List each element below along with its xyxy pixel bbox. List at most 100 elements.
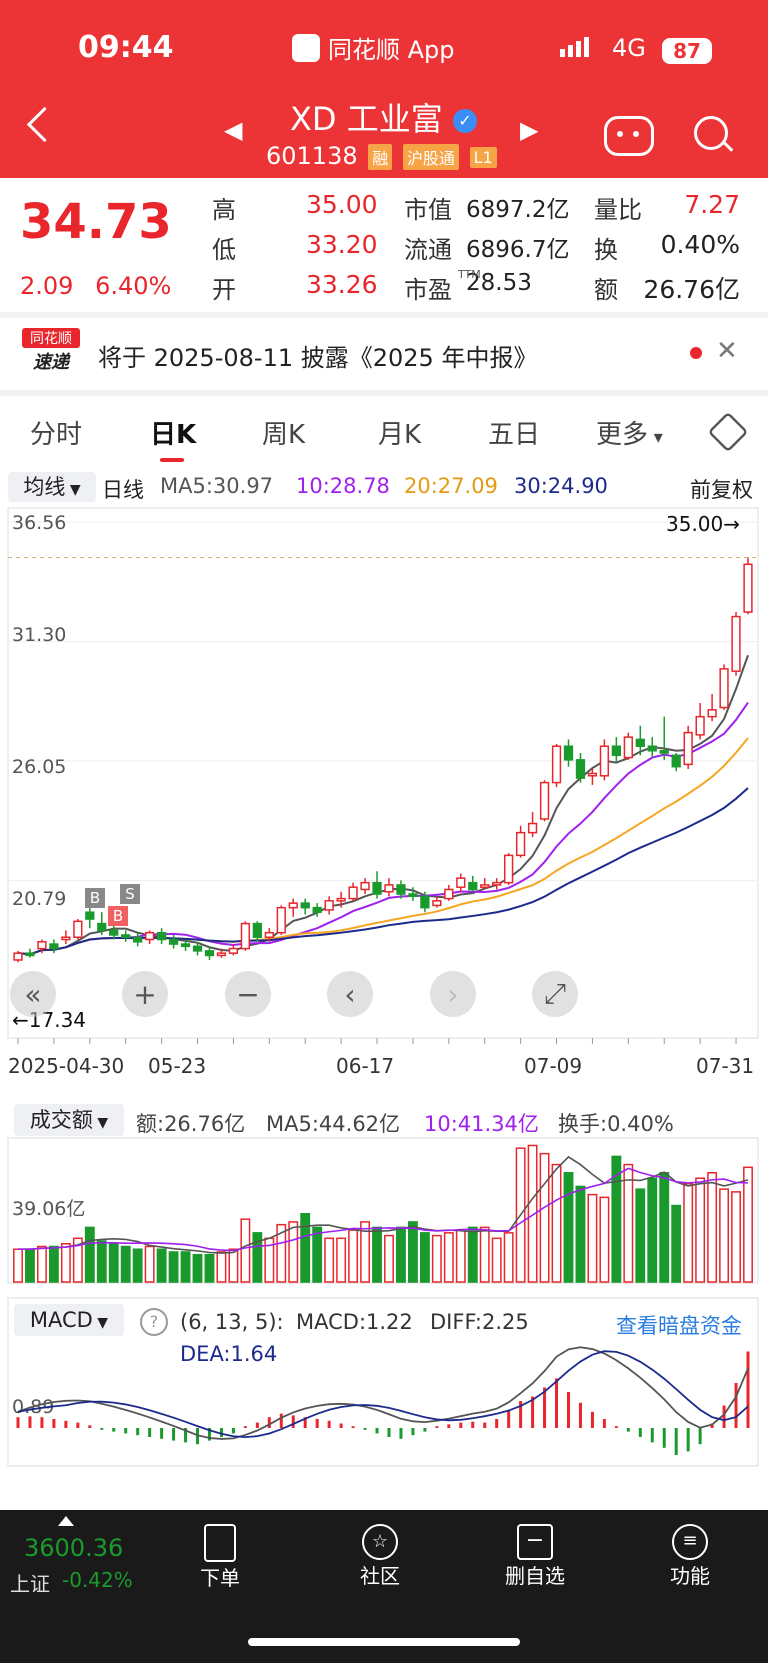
candle <box>563 739 574 767</box>
volume-bar <box>683 1182 694 1283</box>
candle-body-down <box>121 934 131 938</box>
candle-body-up <box>13 952 23 961</box>
scroll-right-icon[interactable]: › <box>430 971 476 1017</box>
candle <box>121 930 131 942</box>
candle-body-up <box>456 877 466 888</box>
candle <box>444 884 454 901</box>
volume-bar <box>288 1221 299 1283</box>
news-logo-bottom: 速递 <box>33 352 69 373</box>
tab-3[interactable]: 月K <box>378 420 422 450</box>
zoom-in-icon[interactable]: + <box>122 971 168 1017</box>
candle <box>719 664 729 710</box>
home-indicator[interactable] <box>248 1638 520 1646</box>
quote-label: 额 <box>594 276 618 304</box>
candle <box>348 882 358 901</box>
remove-watchlist-button[interactable]: − 删自选 <box>500 1524 570 1589</box>
tab-2[interactable]: 周K <box>262 420 306 450</box>
candle <box>204 946 215 960</box>
help-icon[interactable]: ? <box>140 1308 168 1336</box>
volume-selector-label: 成交额 <box>29 1108 93 1132</box>
adjust-mode[interactable]: 前复权 <box>690 478 753 502</box>
candle <box>420 891 430 913</box>
volume-selector[interactable]: 成交额 ▼ <box>14 1104 124 1136</box>
ma10-value: 10:28.78 <box>296 474 390 498</box>
candle-body-up <box>61 936 71 941</box>
volume-chart[interactable] <box>0 1135 768 1285</box>
candle-body-down <box>671 754 681 768</box>
signal-badge[interactable]: S <box>120 884 140 904</box>
candle-body-up <box>515 831 526 857</box>
x-tick-label: 06-17 <box>336 1054 395 1078</box>
volume-turnover: 换手:0.40% <box>558 1112 674 1136</box>
candle <box>300 898 310 915</box>
robot-icon[interactable] <box>604 116 654 156</box>
macd-chart[interactable] <box>0 1295 768 1495</box>
volume-bar <box>96 1240 107 1283</box>
volume-bar <box>204 1253 215 1283</box>
back-icon[interactable] <box>26 106 63 143</box>
candle <box>13 950 23 963</box>
news-text[interactable]: 将于 2025-08-11 披露《2025 年中报》 <box>98 344 538 372</box>
index-value[interactable]: 3600.36 <box>24 1534 124 1562</box>
volume-bar <box>467 1226 478 1283</box>
candle <box>527 812 538 838</box>
candle <box>372 871 382 899</box>
next-stock-icon[interactable]: ▶ <box>520 116 539 144</box>
tab-5[interactable]: 更多 ▾ <box>596 420 663 450</box>
candle <box>240 921 251 951</box>
order-label: 下单 <box>200 1566 240 1590</box>
volume-bar <box>300 1212 311 1283</box>
candle <box>37 939 47 954</box>
candle-body-up <box>743 563 753 613</box>
tab-1[interactable]: 日K <box>150 420 197 450</box>
rewind-icon[interactable]: « <box>10 971 56 1017</box>
zoom-out-icon[interactable]: − <box>225 971 271 1017</box>
volume-bar <box>611 1155 622 1283</box>
candle-body-down <box>168 938 179 945</box>
community-button[interactable]: ☆ 社区 <box>350 1524 410 1589</box>
fullscreen-icon[interactable]: ⤢ <box>532 971 578 1017</box>
volume-bar <box>587 1193 598 1283</box>
volume-ma5: MA5:44.62亿 <box>266 1112 401 1136</box>
candle-body-down <box>611 745 622 757</box>
candle-body-down <box>372 881 382 895</box>
expand-icon[interactable] <box>58 1516 74 1526</box>
search-icon[interactable] <box>694 116 734 152</box>
scroll-left-icon[interactable]: ‹ <box>327 971 373 1017</box>
volume-bar <box>108 1243 119 1283</box>
ma10-line <box>17 701 749 956</box>
macd-selector[interactable]: MACD ▼ <box>14 1304 124 1336</box>
candle <box>133 932 143 947</box>
tab-0[interactable]: 分时 <box>30 420 83 450</box>
stock-code: 601138 <box>266 142 358 170</box>
ma-period: 日线 <box>102 478 144 502</box>
volume-bar <box>276 1223 287 1283</box>
macd-frame <box>7 1297 759 1467</box>
candlestick-chart[interactable] <box>0 505 768 1065</box>
indicator-selector[interactable]: 均线 ▼ <box>8 472 96 502</box>
candle <box>384 878 394 897</box>
prev-stock-icon[interactable]: ◀ <box>224 116 243 144</box>
news-unread-dot <box>690 347 702 359</box>
ma30-value: 30:24.90 <box>514 474 608 498</box>
volume-bar <box>743 1166 753 1283</box>
signal-badge[interactable]: B <box>85 888 105 908</box>
volume-bar <box>384 1234 394 1283</box>
candle <box>180 939 191 951</box>
tag-margin: 融 <box>368 144 393 170</box>
dark-pool-link[interactable]: 查看暗盘资金 <box>616 1314 742 1338</box>
volume-bar <box>348 1229 359 1283</box>
functions-button[interactable]: ≡ 功能 <box>660 1524 720 1589</box>
candle-body-down <box>468 881 478 891</box>
candle-body-down <box>659 750 669 754</box>
volume-bar <box>539 1152 550 1283</box>
signal-badge[interactable]: B <box>108 906 128 926</box>
macd-params: (6, 13, 5): <box>180 1310 284 1334</box>
tab-4[interactable]: 五日 <box>488 420 541 450</box>
candle <box>611 737 622 763</box>
candle-body-down <box>635 738 645 747</box>
news-close-icon[interactable]: ✕ <box>716 336 738 366</box>
order-button[interactable]: 下单 <box>190 1524 250 1591</box>
candle-body-up <box>599 745 610 777</box>
candle <box>587 768 598 785</box>
